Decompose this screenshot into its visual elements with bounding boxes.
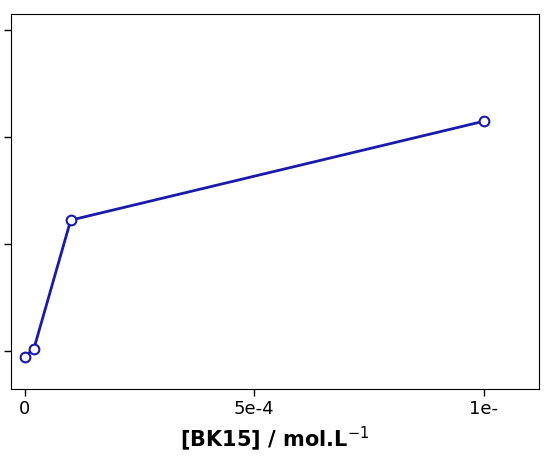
X-axis label: [BK15] / mol.L$^{-1}$: [BK15] / mol.L$^{-1}$: [180, 424, 370, 453]
